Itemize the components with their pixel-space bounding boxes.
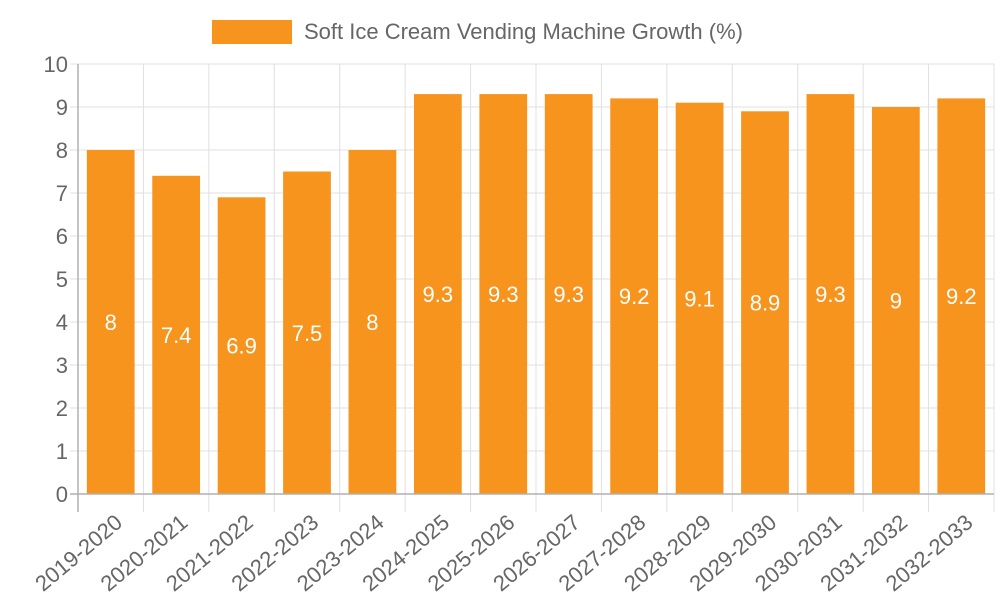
data-label: 7.5 bbox=[292, 321, 323, 346]
data-label: 8 bbox=[366, 310, 378, 335]
y-tick-label: 8 bbox=[56, 138, 68, 163]
legend-label: Soft Ice Cream Vending Machine Growth (%… bbox=[304, 19, 743, 44]
axes bbox=[70, 64, 994, 512]
legend-swatch bbox=[212, 20, 292, 44]
bar[interactable] bbox=[937, 98, 986, 495]
bar[interactable] bbox=[544, 94, 593, 494]
data-label: 7.4 bbox=[161, 323, 192, 348]
chart-legend[interactable]: Soft Ice Cream Vending Machine Growth (%… bbox=[212, 18, 743, 46]
data-label: 9.3 bbox=[553, 282, 584, 307]
bars bbox=[86, 94, 986, 495]
data-label: 6.9 bbox=[226, 334, 257, 359]
data-label: 8 bbox=[105, 310, 117, 335]
data-label: 9.3 bbox=[423, 282, 454, 307]
bar[interactable] bbox=[675, 102, 724, 494]
data-label: 8.9 bbox=[750, 291, 781, 316]
bar[interactable] bbox=[610, 98, 659, 495]
data-label: 9.2 bbox=[619, 284, 650, 309]
gridlines bbox=[70, 63, 995, 512]
y-tick-label: 3 bbox=[56, 353, 68, 378]
y-axis-ticks: 0 1 2 3 4 5 6 7 8 9 10 bbox=[44, 52, 68, 507]
bar[interactable] bbox=[479, 94, 528, 494]
bar[interactable] bbox=[413, 94, 462, 494]
data-label: 9.3 bbox=[815, 282, 846, 307]
bar[interactable] bbox=[741, 111, 789, 495]
y-tick-label: 6 bbox=[56, 224, 68, 249]
y-tick-label: 5 bbox=[56, 267, 68, 292]
data-label: 9.2 bbox=[946, 284, 977, 309]
data-label: 9.1 bbox=[684, 286, 715, 311]
y-tick-label: 10 bbox=[44, 52, 68, 77]
data-label: 9.3 bbox=[488, 282, 519, 307]
bar[interactable] bbox=[283, 171, 331, 495]
bar[interactable] bbox=[806, 94, 855, 494]
data-labels: 8 7.4 6.9 7.5 8 9.3 9.3 9.3 9.2 9.1 8.9 9.3 9 9.2 bbox=[105, 282, 977, 359]
y-tick-label: 4 bbox=[56, 310, 68, 335]
bar[interactable] bbox=[86, 150, 135, 494]
bar[interactable] bbox=[217, 197, 266, 495]
bar[interactable] bbox=[152, 175, 201, 495]
y-tick-label: 9 bbox=[56, 95, 68, 120]
y-tick-label: 1 bbox=[56, 439, 68, 464]
y-tick-label: 0 bbox=[56, 482, 68, 507]
x-axis-ticks: 2019-20202020-20212021-20222022-20232023… bbox=[30, 509, 977, 596]
bar[interactable] bbox=[871, 107, 920, 494]
data-label: 9 bbox=[890, 289, 902, 314]
y-tick-label: 7 bbox=[56, 181, 68, 206]
bar[interactable] bbox=[348, 150, 397, 494]
y-tick-label: 2 bbox=[56, 396, 68, 421]
